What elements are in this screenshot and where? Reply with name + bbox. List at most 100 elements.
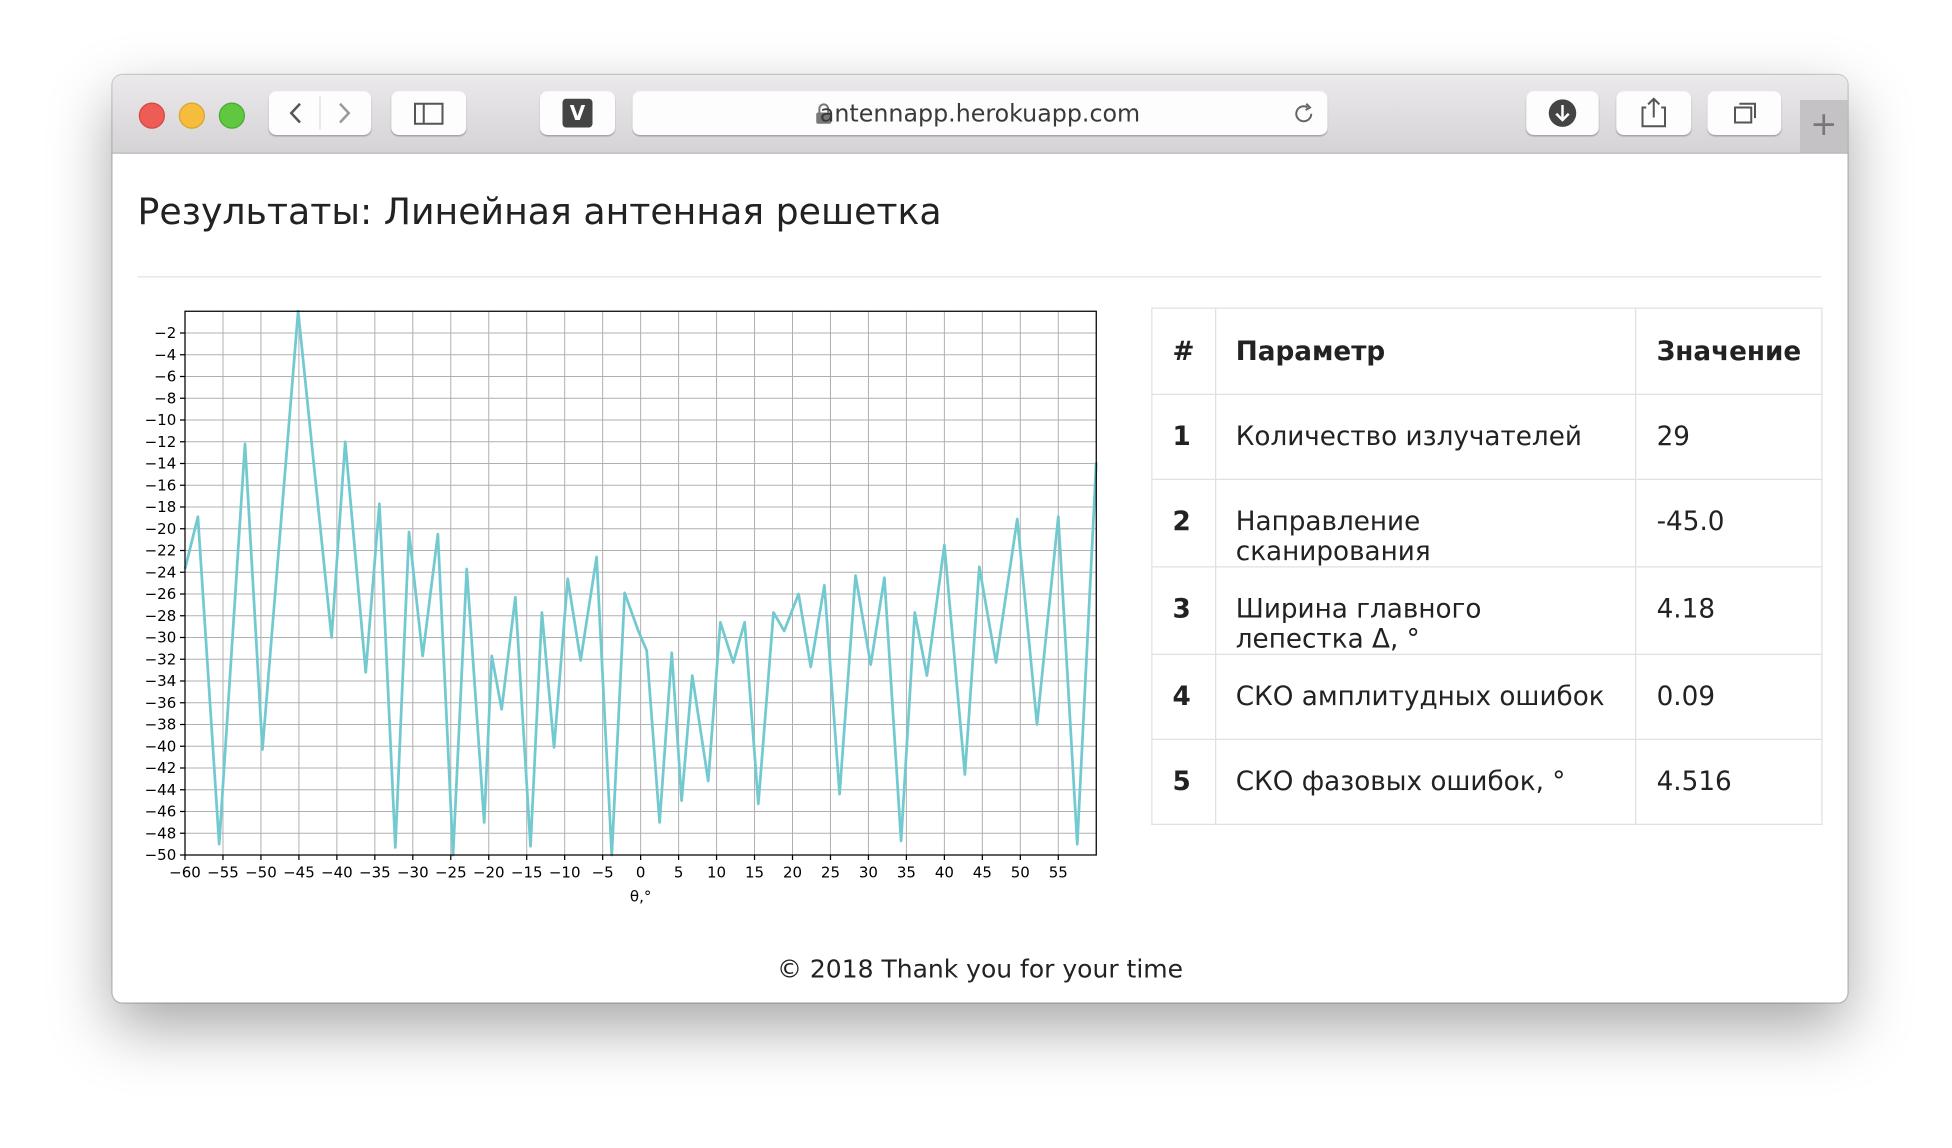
y-tick-label: −28 (145, 607, 177, 625)
plot-frame (184, 310, 1097, 856)
browser-window: V antennapp.herokuapp.com + Результаты: … (112, 75, 1848, 1003)
y-tick-label: −42 (145, 759, 177, 777)
table-row: 1 Количество излучателей 29 (1151, 393, 1823, 480)
table-cell: Направление сканирования (1214, 478, 1637, 568)
header-cell: Параметр (1214, 307, 1637, 395)
table-row: 2 Направление сканирования -45.0 (1151, 478, 1823, 568)
downloads-button[interactable] (1526, 91, 1599, 135)
extension-button[interactable]: V (540, 91, 615, 135)
sidebar-icon (414, 102, 444, 125)
url-text: antennapp.herokuapp.com (819, 100, 1141, 128)
data-line (183, 309, 1098, 857)
x-tick-label: 10 (707, 864, 726, 882)
results-table: # Параметр Значение 1 Количество излучателей… (1151, 307, 1823, 825)
x-tick-label: −10 (549, 864, 581, 882)
x-tick-label: 30 (859, 864, 878, 882)
y-tick-label: −24 (145, 563, 177, 581)
table-cell: 5 (1151, 738, 1216, 825)
x-tick-label: 25 (821, 864, 840, 882)
x-tick-label: −50 (245, 864, 277, 882)
y-tick-label: −32 (145, 650, 177, 668)
y-tick-label: −12 (145, 433, 177, 451)
chart: −2 −4 −6 −8 −10 −12 −14 −16 −18 −20 −22 −24 −26 −28 −3… (145, 309, 1098, 905)
y-tick-label: −18 (145, 498, 177, 516)
reload-icon[interactable] (1290, 100, 1318, 128)
footer: © 2018 Thank you for your time (776, 953, 1184, 984)
new-tab-button[interactable]: + (1800, 100, 1848, 153)
table-cell: 29 (1635, 393, 1823, 480)
x-tick-label: −35 (359, 864, 391, 882)
x-tick-label: −60 (169, 864, 201, 882)
x-tick-label: −30 (397, 864, 429, 882)
header-cell: # (1151, 307, 1216, 395)
divider (137, 276, 1822, 278)
share-button[interactable] (1616, 91, 1692, 135)
x-tick-label: 40 (935, 864, 954, 882)
x-tick-label: 35 (897, 864, 916, 882)
x-tick-label: 5 (674, 864, 684, 882)
table-cell: Количество излучателей (1214, 393, 1637, 480)
table-cell: Ширина главного лепестка Δ, ° (1214, 566, 1637, 655)
table-cell: 4 (1151, 653, 1216, 740)
table-row: 4 СКО амплитудных ошибок 0.09 (1151, 653, 1823, 740)
address-bar[interactable]: antennapp.herokuapp.com (632, 91, 1328, 135)
x-tick-label: −45 (283, 864, 315, 882)
table-cell: 4.18 (1635, 566, 1823, 655)
y-tick-label: −22 (145, 542, 177, 560)
x-tick-label: −15 (511, 864, 543, 882)
page-heading: Результаты: Линейная антенная решетка (137, 190, 942, 233)
x-tick-label: 0 (636, 864, 646, 882)
table-cell: -45.0 (1635, 478, 1823, 568)
table-row: 5 СКО фазовых ошибок, ° 4.516 (1151, 738, 1823, 825)
y-tick-label: −38 (145, 716, 177, 734)
y-tick-label: −50 (145, 846, 177, 864)
y-tick-label: −40 (145, 737, 177, 755)
table-cell: СКО фазовых ошибок, ° (1214, 738, 1637, 825)
table-cell: 3 (1151, 566, 1216, 655)
x-tick-label: −55 (207, 864, 239, 882)
x-tick-label: 20 (783, 864, 802, 882)
table-cell: 0.09 (1635, 653, 1823, 740)
x-axis-label: θ,° (630, 887, 651, 905)
y-tick-label: −8 (154, 389, 176, 407)
y-tick-label: −2 (154, 324, 176, 342)
y-tick-label: −26 (145, 585, 177, 603)
share-icon (1641, 97, 1666, 128)
nav-buttons (268, 91, 372, 135)
y-tick-label: −20 (145, 520, 177, 538)
close-button[interactable] (138, 102, 165, 129)
downloads-icon (1548, 99, 1577, 127)
tabs-icon (1734, 102, 1756, 124)
x-tick-label: 55 (1049, 864, 1068, 882)
y-tick-label: −10 (145, 411, 177, 429)
y-tick-label: −4 (154, 346, 176, 364)
x-tick-label: −5 (592, 864, 614, 882)
table-cell: 1 (1151, 393, 1216, 480)
minimize-button[interactable] (178, 102, 205, 129)
x-tick-label: −25 (435, 864, 467, 882)
nav-icons (289, 96, 351, 130)
toolbar: V antennapp.herokuapp.com + (112, 75, 1848, 154)
y-tick-label: −48 (145, 824, 177, 842)
y-tick-label: −36 (145, 694, 177, 712)
tabs-button[interactable] (1707, 91, 1782, 135)
x-tick-label: −20 (473, 864, 505, 882)
sidebar-button[interactable] (391, 91, 467, 135)
y-tick-label: −14 (145, 455, 177, 473)
zoom-button[interactable] (218, 102, 245, 129)
table-row: 3 Ширина главного лепестка Δ, ° 4.18 (1151, 566, 1823, 655)
extension-label: V (562, 98, 593, 128)
table-cell: СКО амплитудных ошибок (1214, 653, 1637, 740)
x-tick-label: 15 (745, 864, 764, 882)
y-tick-label: −44 (145, 781, 177, 799)
table-cell: 4.516 (1635, 738, 1823, 825)
y-tick-label: −16 (145, 476, 177, 494)
y-tick-label: −46 (145, 803, 177, 821)
table-cell: 2 (1151, 478, 1216, 568)
y-tick-label: −30 (145, 629, 177, 647)
header-row: # Параметр Значение (1151, 307, 1823, 395)
y-tick-label: −6 (154, 368, 176, 386)
x-tick-label: 45 (973, 864, 992, 882)
